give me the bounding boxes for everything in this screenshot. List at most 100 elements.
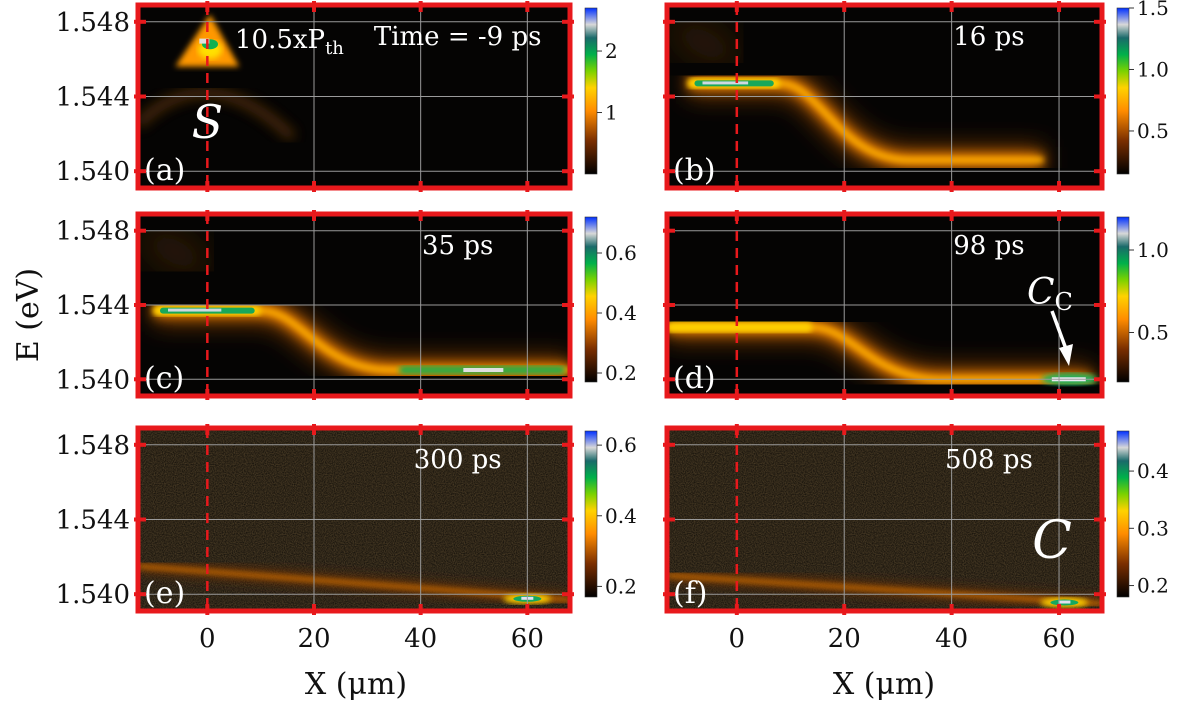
plateau-peak bbox=[702, 81, 749, 85]
colorbar-tick-label: 1.5 bbox=[1137, 0, 1169, 20]
grid-f bbox=[667, 428, 1102, 611]
colorbar-tick-label: 0.4 bbox=[605, 504, 637, 528]
y-tick-label: 1.548 bbox=[56, 217, 130, 247]
y-tick-label: 1.544 bbox=[56, 506, 130, 536]
time-label: 300 ps bbox=[414, 445, 502, 475]
panel-label: (f) bbox=[673, 576, 708, 611]
colorbar-gradient bbox=[1117, 8, 1129, 174]
plateau-peak bbox=[168, 308, 222, 312]
panel-c: 1.540 1.544 1.548 (c) 35 ps 0.2 0.4 0.6 bbox=[56, 210, 637, 400]
source-marker-S: S bbox=[192, 95, 224, 149]
emission-b bbox=[667, 12, 1043, 173]
colorbar-frame bbox=[1116, 7, 1130, 175]
pump-power-subscript: th bbox=[325, 38, 344, 59]
plot-area-b bbox=[667, 5, 1102, 188]
time-label: 98 ps bbox=[953, 231, 1024, 261]
x-tick-label: 40 bbox=[935, 624, 968, 654]
colorbar-frame bbox=[584, 430, 598, 598]
panel-label: (c) bbox=[144, 361, 184, 396]
x-tick-label: 20 bbox=[828, 624, 861, 654]
x-tick-label: 60 bbox=[511, 624, 544, 654]
colorbar-c: 0.2 0.4 0.6 bbox=[584, 216, 637, 385]
y-tick-label: 1.544 bbox=[56, 83, 130, 113]
panel-e: 1.540 1.544 1.548 0 20 40 60 (e) 300 ps 0.2 0.4 0.6 bbox=[56, 424, 637, 654]
colorbar-tick-label: 0.2 bbox=[605, 574, 637, 598]
grid-e bbox=[138, 428, 570, 611]
colorbar-tick-label: 0.4 bbox=[1137, 459, 1169, 483]
panel-label: (a) bbox=[144, 153, 185, 188]
condensate-marker-C: C bbox=[1032, 511, 1072, 571]
y-tick-label: 1.540 bbox=[56, 157, 130, 187]
arrow-head-icon bbox=[1059, 344, 1073, 366]
x-tick-label: 60 bbox=[1042, 624, 1075, 654]
spot-peak bbox=[1058, 600, 1071, 604]
x-tick-label: 20 bbox=[297, 624, 330, 654]
plot-area-c bbox=[138, 214, 570, 396]
colorbar-gradient bbox=[1117, 431, 1129, 597]
colorbar-frame bbox=[584, 7, 598, 175]
y-tick-label: 1.540 bbox=[56, 580, 130, 610]
colorbar-a: 12 bbox=[584, 7, 618, 175]
x-axis-label-right: X (μm) bbox=[833, 667, 935, 702]
time-label: 35 ps bbox=[422, 231, 493, 261]
colorbar-frame bbox=[584, 216, 598, 383]
emission-max bbox=[199, 38, 210, 44]
curve-line bbox=[667, 324, 1092, 382]
colorbar-gradient bbox=[1117, 217, 1129, 382]
colorbar-b: 0.5 1.0 1.5 bbox=[1116, 0, 1169, 175]
colorbar-tick-label: 1 bbox=[605, 101, 618, 125]
y-axis-label: E (eV) bbox=[11, 268, 46, 362]
time-label: Time = -9 ps bbox=[374, 22, 542, 52]
x-tick-label: 0 bbox=[729, 624, 746, 654]
colorbar-tick-label: 0.3 bbox=[1137, 516, 1169, 540]
time-label: 508 ps bbox=[945, 445, 1033, 475]
plateau-core bbox=[667, 322, 812, 333]
colorbar-tick-label: 0.4 bbox=[605, 301, 637, 325]
panel-label: (d) bbox=[673, 361, 716, 396]
plot-area-a bbox=[138, 5, 570, 188]
colorbar-tick-label: 0.6 bbox=[605, 433, 637, 457]
colorbar-tick-label: 0.5 bbox=[1137, 119, 1169, 143]
plot-area-e bbox=[138, 428, 570, 611]
panel-label: (b) bbox=[673, 153, 716, 188]
bottom-condensate-peak bbox=[463, 368, 504, 372]
colorbar-gradient bbox=[585, 8, 597, 174]
y-tick-label: 1.548 bbox=[56, 431, 130, 461]
grid-d bbox=[667, 214, 1102, 396]
y-tick-label: 1.540 bbox=[56, 365, 130, 395]
line-glow bbox=[667, 573, 1102, 606]
dispersion-wing bbox=[138, 88, 297, 142]
colorbar-tick-label: 0.2 bbox=[605, 361, 637, 385]
y-tick-label: 1.548 bbox=[56, 8, 130, 38]
panel-label: (e) bbox=[144, 576, 185, 611]
panel-f: 0 20 40 60 (f) 508 ps C 0.2 0.3 0.4 bbox=[663, 424, 1169, 654]
grid-b bbox=[667, 5, 1102, 188]
panel-b: (b) 16 ps 0.5 1.0 1.5 bbox=[663, 0, 1169, 192]
grid-a bbox=[138, 5, 570, 188]
colorbar-gradient bbox=[585, 217, 597, 382]
plot-area-d bbox=[667, 214, 1102, 396]
arrow-icon bbox=[1050, 310, 1068, 350]
colorbar-tick-label: 0.6 bbox=[605, 241, 637, 265]
colorbar-d: 0.5 1.0 bbox=[1116, 216, 1169, 383]
colorbar-gradient bbox=[585, 431, 597, 597]
plot-area-f bbox=[667, 428, 1102, 611]
colorbar-frame bbox=[1116, 216, 1130, 383]
colorbar-tick-label: 2 bbox=[605, 39, 618, 63]
background-haze bbox=[667, 12, 743, 74]
colorbar-tick-label: 0.2 bbox=[1137, 574, 1169, 598]
x-axis-label-left: X (μm) bbox=[305, 667, 407, 702]
grid-c bbox=[138, 214, 570, 396]
colorbar-tick-label: 0.5 bbox=[1137, 321, 1169, 345]
time-label: 16 ps bbox=[953, 22, 1024, 52]
colorbar-tick-label: 1.0 bbox=[1137, 57, 1169, 81]
background-haze bbox=[138, 221, 213, 283]
colorbar-e: 0.2 0.4 0.6 bbox=[584, 430, 637, 598]
condensate-marker-subscript: C bbox=[1055, 288, 1073, 316]
y-tick-label: 1.544 bbox=[56, 291, 130, 321]
x-tick-label: 40 bbox=[404, 624, 437, 654]
colorbar-f: 0.2 0.3 0.4 bbox=[1116, 430, 1169, 598]
